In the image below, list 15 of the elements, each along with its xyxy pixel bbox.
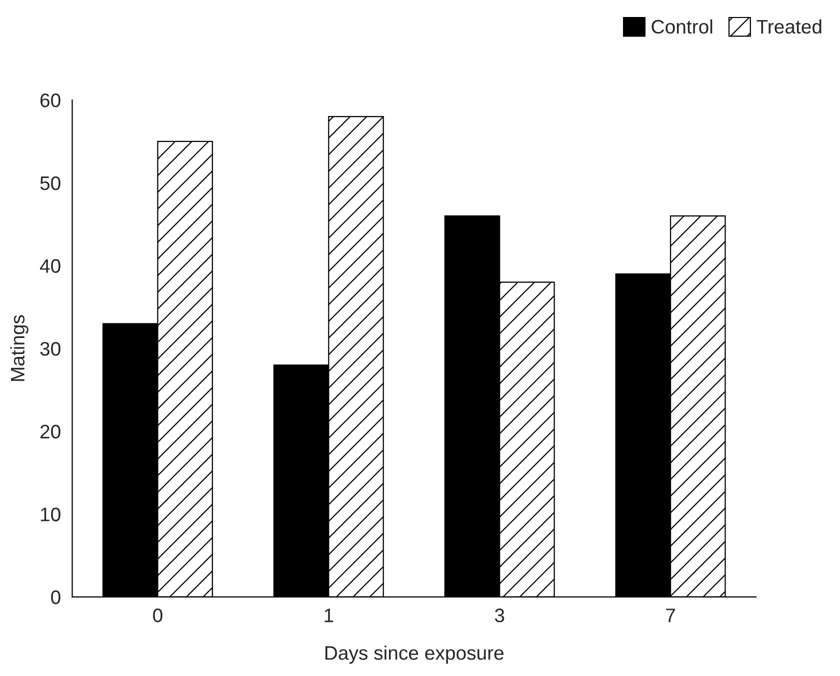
y-axis-title: Matings [10, 315, 28, 381]
y-tick-label: 40 [40, 259, 60, 273]
y-tick-label: 10 [40, 508, 60, 522]
y-tick-label: 30 [40, 342, 60, 356]
y-tick-label: 50 [40, 176, 60, 190]
x-tick-label: 1 [324, 608, 334, 622]
x-tick-label: 7 [666, 608, 675, 622]
y-tick-label: 60 [40, 94, 60, 108]
legend-label: Control [652, 19, 712, 34]
x-tick-label: 3 [494, 608, 504, 622]
x-tick-label: 0 [153, 608, 162, 622]
legend-label: Treated [756, 19, 822, 34]
x-axis-title: Days since exposure [325, 646, 504, 664]
y-tick-label: 0 [51, 590, 60, 604]
y-tick-label: 20 [40, 424, 60, 439]
